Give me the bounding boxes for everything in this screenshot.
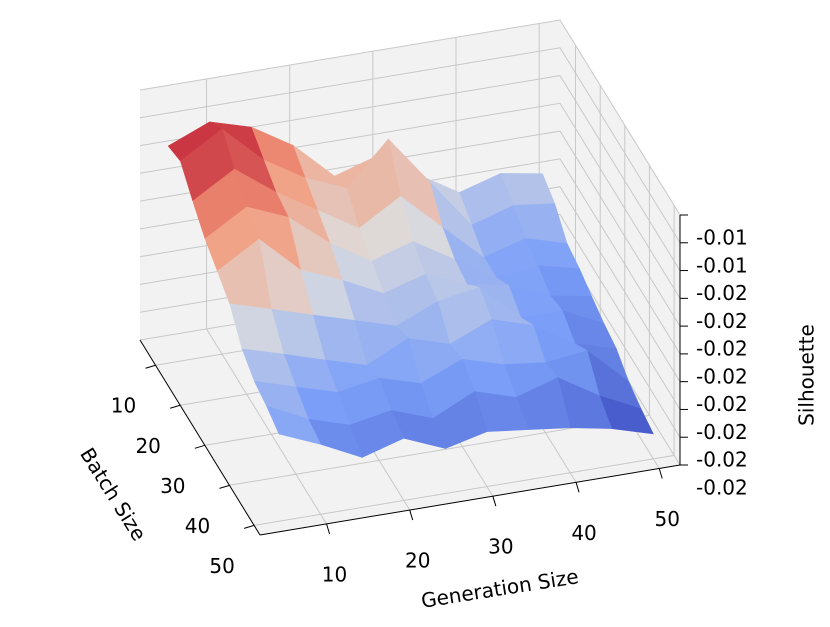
y-tick [194, 444, 205, 449]
surface-patch [266, 405, 322, 445]
x-tick-label: 30 [488, 535, 513, 559]
z-axis-title: Silhouette [795, 324, 819, 426]
side-pane [560, 20, 680, 465]
z-tick-label: -0.01 [696, 226, 748, 250]
z-tick-label: -0.02 [696, 364, 748, 388]
z-tick-label: -0.01 [696, 253, 748, 277]
z-tick-label: -0.02 [696, 337, 748, 361]
x-tick [326, 523, 331, 535]
y-tick-label: 40 [185, 514, 210, 538]
y-tick [145, 364, 156, 369]
grid-line [139, 75, 681, 271]
x-axis-title: Generation Size [419, 564, 580, 613]
z-tick-label: -0.02 [696, 309, 748, 333]
z-tick-label: -0.02 [696, 476, 748, 500]
x-tick-label: 20 [405, 549, 430, 573]
z-tick-label: -0.02 [696, 420, 748, 444]
y-tick-label: 10 [111, 394, 136, 418]
y-axis-title: Batch Size [75, 443, 151, 545]
grid-line [139, 19, 681, 216]
x-tick-label: 40 [571, 521, 596, 545]
y-tick-label: 20 [135, 434, 160, 458]
surface [167, 121, 654, 458]
x-axis-line [259, 464, 681, 536]
x-tick [658, 468, 663, 479]
z-tick-label: -0.02 [696, 281, 748, 305]
y-axis-line [139, 339, 261, 536]
y-tick [243, 524, 255, 529]
y-tick-label: 50 [209, 554, 234, 578]
y-tick-label: 30 [160, 474, 185, 498]
z-tick-label: -0.02 [696, 392, 748, 416]
x-tick [409, 509, 414, 521]
x-tick [492, 496, 497, 507]
x-tick-label: 10 [322, 562, 347, 586]
x-tick-label: 50 [654, 507, 679, 531]
labels: 10203040501020304050-0.01-0.01-0.02-0.02… [111, 214, 748, 586]
x-tick [575, 482, 580, 493]
z-tick-label: -0.02 [696, 448, 748, 472]
y-tick [170, 404, 181, 409]
y-tick [219, 484, 230, 489]
grid-line [139, 47, 681, 244]
